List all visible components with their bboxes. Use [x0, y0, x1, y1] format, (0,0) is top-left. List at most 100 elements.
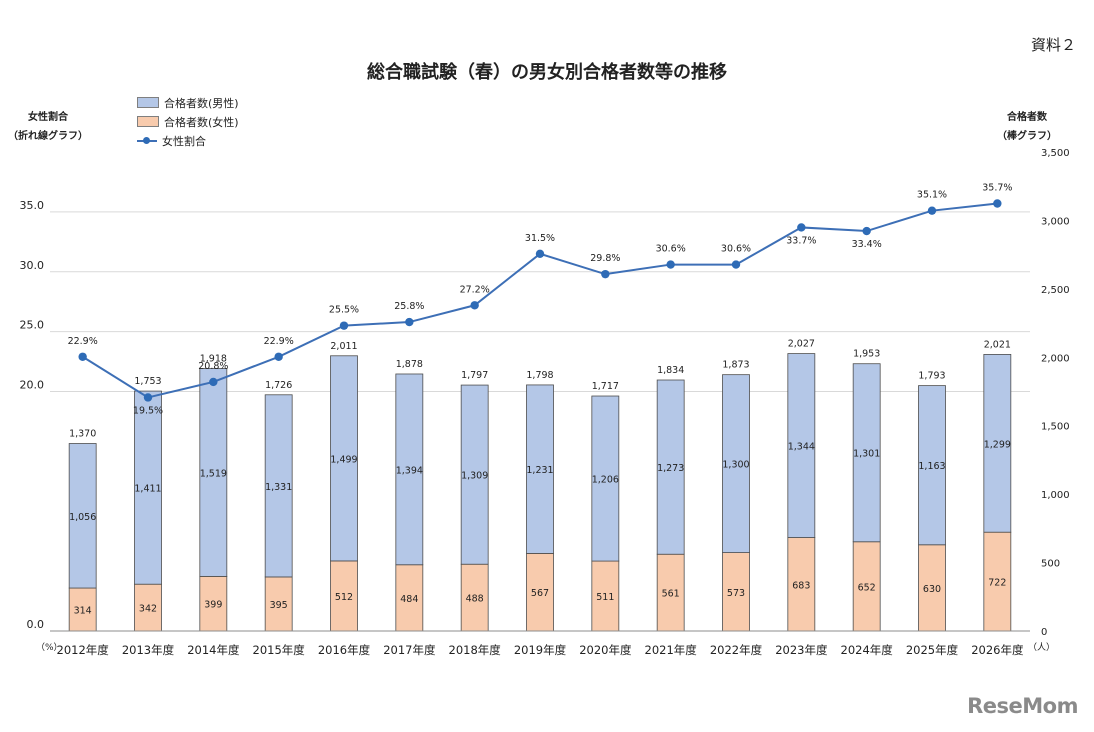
- left-tick-label: 25.0: [20, 319, 45, 332]
- ratio-value-label: 33.4%: [852, 239, 882, 250]
- left-tick-label: 30.0: [20, 259, 45, 272]
- legend-label-male: 合格者数(男性): [164, 96, 239, 110]
- bar-male: [983, 354, 1012, 533]
- ratio-line: [78, 199, 1002, 402]
- left-tick-label: 0.0: [27, 618, 45, 631]
- female-value-label: 573: [727, 588, 745, 599]
- bar-male: [134, 390, 162, 585]
- ratio-value-label: 29.8%: [590, 253, 620, 264]
- bar-female: [787, 537, 816, 632]
- ratio-point: [405, 317, 414, 327]
- x-tick-label: 2023年度: [775, 643, 828, 657]
- ratio-value-label: 33.7%: [786, 235, 816, 246]
- x-tick-label: 2019年度: [514, 643, 567, 657]
- legend-item-male: 合格者数(男性): [137, 93, 239, 112]
- right-axis-caption: 合格者数 （棒グラフ）: [990, 108, 1064, 146]
- ratio-value-label: 22.9%: [264, 336, 294, 347]
- x-tick-label: 2017年度: [383, 643, 436, 657]
- male-value-label: 1,299: [984, 439, 1011, 450]
- ratio-point: [993, 199, 1002, 208]
- total-value-label: 1,878: [396, 359, 423, 370]
- bar-female: [591, 560, 620, 632]
- x-tick-label: 2014年度: [187, 643, 240, 657]
- chart-title: 総合職試験（春）の男女別合格者数等の推移: [367, 62, 727, 83]
- legend-line-marker: [137, 136, 157, 145]
- right-tick-label: 1,500: [1041, 422, 1070, 433]
- bar-male: [199, 368, 228, 577]
- bar-female: [526, 553, 554, 632]
- male-value-label: 1,163: [918, 461, 945, 472]
- ratio-point: [797, 223, 806, 232]
- female-value-label: 395: [270, 600, 288, 611]
- right-tick-label: 2,500: [1041, 285, 1070, 296]
- total-value-label: 1,753: [134, 376, 161, 387]
- ratio-value-label: 30.6%: [656, 244, 686, 255]
- x-tick-label: 2013年度: [122, 643, 175, 657]
- right-tick-label: 3,000: [1041, 216, 1070, 227]
- ratio-point: [601, 269, 610, 279]
- total-value-label: 2,027: [788, 339, 815, 350]
- legend-item-ratio: 女性割合: [137, 131, 239, 150]
- male-value-label: 1,519: [200, 468, 227, 479]
- right-axis-caption-line1: 合格者数: [1007, 112, 1047, 123]
- ratio-value-label: 25.8%: [394, 301, 424, 312]
- bar-female: [852, 541, 881, 632]
- female-value-label: 567: [531, 588, 549, 599]
- x-tick-label: 2024年度: [841, 643, 894, 657]
- left-axis-unit: （%）: [36, 642, 63, 653]
- left-tick-label: 35.0: [20, 199, 45, 212]
- bar-male: [264, 394, 293, 578]
- female-value-label: 630: [923, 584, 941, 595]
- x-tick-label: 2021年度: [645, 643, 698, 657]
- data-labels: 314 1,056 1,370 342 1,411 1,753 399 1,519 1,918 3…: [68, 182, 1013, 616]
- bar-male: [787, 353, 816, 538]
- bar-male: [852, 363, 881, 543]
- axes: 0.0 20.0 25.0 30.0 35.0 0 500 1,000 1,500 2,000 2,…: [20, 148, 1070, 657]
- male-value-label: 1,056: [69, 512, 96, 523]
- ratio-value-label: 20.8%: [198, 361, 228, 372]
- x-tick-label: 2020年度: [579, 643, 632, 657]
- bar-female: [656, 553, 685, 632]
- female-value-label: 342: [139, 604, 157, 615]
- ratio-value-label: 31.5%: [525, 233, 555, 244]
- right-tick-label: 3,500: [1041, 148, 1070, 159]
- male-value-label: 1,231: [526, 465, 553, 476]
- female-value-label: 484: [400, 594, 418, 605]
- x-tick-label: 2018年度: [449, 643, 502, 657]
- ratio-point: [666, 260, 675, 269]
- bar-male: [526, 384, 554, 554]
- x-tick-label: 2026年度: [971, 643, 1024, 657]
- male-value-label: 1,273: [657, 463, 684, 474]
- bar-male: [591, 395, 620, 562]
- ratio-value-label: 35.1%: [917, 190, 947, 201]
- bar-female: [264, 576, 293, 632]
- ratio-value-label: 35.7%: [982, 182, 1012, 193]
- ratio-point: [470, 301, 479, 310]
- bar-female: [983, 531, 1012, 632]
- ratio-value-label: 27.2%: [460, 284, 490, 295]
- total-value-label: 1,717: [592, 381, 619, 392]
- total-value-label: 1,873: [722, 360, 749, 371]
- male-value-label: 1,344: [788, 442, 815, 453]
- bar-male: [918, 385, 946, 546]
- ratio-value-label: 25.5%: [329, 305, 359, 316]
- female-value-label: 652: [858, 582, 876, 593]
- resemom-logo: ReseMom: [967, 694, 1078, 718]
- bar-female: [460, 563, 489, 632]
- right-tick-label: 500: [1041, 559, 1060, 570]
- x-tick-label: 2012年度: [57, 643, 110, 657]
- left-tick-label: 20.0: [20, 379, 45, 392]
- male-value-label: 1,411: [134, 484, 161, 495]
- ratio-point: [78, 352, 87, 361]
- female-value-label: 511: [596, 592, 614, 603]
- legend: 合格者数(男性) 合格者数(女性) 女性割合: [137, 93, 239, 150]
- bar-male: [460, 384, 489, 565]
- male-value-label: 1,499: [330, 454, 357, 465]
- right-tick-label: 2,000: [1041, 353, 1070, 364]
- total-value-label: 1,834: [657, 365, 684, 376]
- ratio-point: [209, 377, 218, 387]
- ratio-point: [535, 249, 545, 258]
- ratio-point: [143, 393, 153, 402]
- right-tick-label: 0: [1041, 627, 1047, 638]
